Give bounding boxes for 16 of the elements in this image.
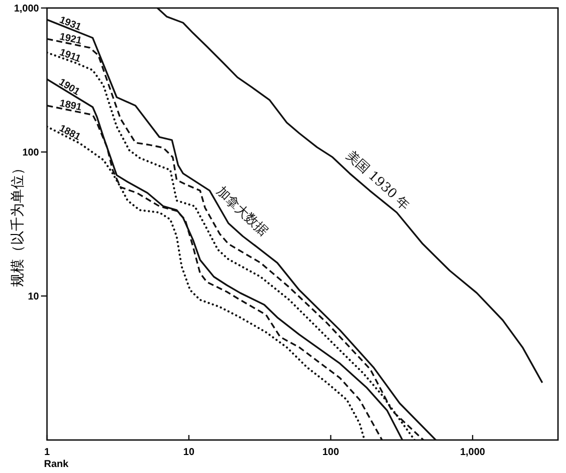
text: 1911	[58, 47, 83, 66]
x-axis-title: Rank	[44, 459, 69, 470]
y-tick-label: 10	[28, 292, 40, 302]
x-tick-label: 100	[322, 447, 340, 458]
text: 1931	[58, 14, 83, 34]
x-tick-label: 1,000	[460, 447, 486, 458]
y-axis-title: 规模（以千为单位）	[10, 161, 26, 287]
x-tick-label: 1	[44, 447, 50, 458]
y-tick-label: 1,000	[14, 4, 40, 14]
text: 1881	[57, 123, 82, 144]
text: 1891	[58, 98, 83, 114]
annotation: 加拿大数据	[213, 184, 270, 240]
text: 1901	[56, 76, 82, 98]
text: 1921	[58, 32, 83, 47]
x-tick-label: 10	[183, 447, 195, 458]
y-tick-label: 100	[22, 148, 40, 158]
